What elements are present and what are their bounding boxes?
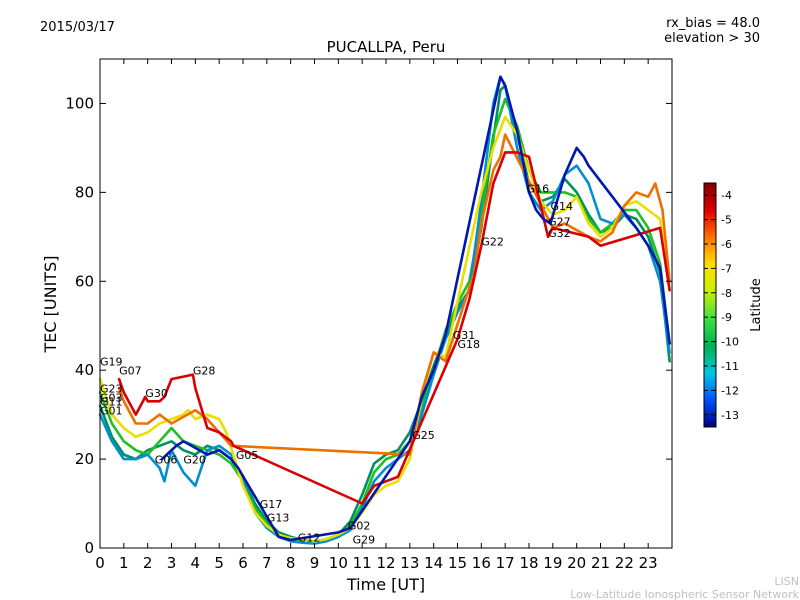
satellite-label: G19 [100,356,123,369]
series-line-4 [117,133,671,456]
series-line-0 [98,84,671,543]
colorbar-tick-label: -12 [721,384,739,397]
x-tick-label: 15 [448,554,467,572]
series-group [98,75,671,545]
x-tick-label: 16 [472,554,491,572]
y-axis: 0 20 40 60 80 100 [65,94,672,557]
satellite-label: G12 [298,531,321,544]
credit-full: Low-Latitude Ionospheric Sensor Network [570,588,799,600]
x-axis-label: Time [UT] [346,575,425,594]
colorbar-tick-label: -11 [721,360,739,373]
colorbar-tick-label: -6 [721,238,732,251]
satellite-label: G25 [412,429,435,442]
series-line-2 [98,75,671,545]
colorbar-tick-label: -8 [721,287,732,300]
satellite-label: G13 [267,511,290,524]
colorbar-tick-label: -10 [721,336,739,349]
bias-label: rx_bias = 48.0 [666,16,760,31]
colorbar-tick-label: -5 [721,214,732,227]
x-tick-label: 8 [286,554,296,572]
series-line-6 [160,75,671,542]
y-tick-label: 80 [75,183,94,201]
satellite-label: G30 [145,387,168,400]
y-axis-label: TEC [UNITS] [41,256,60,354]
x-tick-label: 9 [310,554,320,572]
series-line-5 [117,151,671,505]
satellite-label: G32 [548,227,571,240]
satellite-label: G23 [100,382,123,395]
x-tick-label: 21 [591,554,610,572]
satellite-label: G31 [453,329,476,342]
satellite-label: G06 [155,454,178,467]
satellite-label: G11 [100,396,123,409]
x-tick-label: 22 [615,554,634,572]
y-tick-label: 40 [75,361,94,379]
x-tick-label: 7 [262,554,272,572]
x-tick-label: 17 [496,554,515,572]
x-tick-label: 23 [639,554,658,572]
colorbar: -4 -5 -6 -7 -8 -9 -10 -11 -12 -13 [703,182,739,428]
satellite-label: G17 [260,498,283,511]
y-tick-label: 100 [65,94,94,112]
x-tick-label: 20 [567,554,586,572]
date-label: 2015/03/17 [40,20,115,35]
x-tick-label: 14 [424,554,443,572]
satellite-label: G22 [481,236,504,249]
satellite-label: G14 [551,200,574,213]
colorbar-tick-label: -7 [721,262,732,275]
satellite-label: G02 [348,519,371,532]
elevation-label: elevation > 30 [664,31,760,46]
x-tick-label: 10 [329,554,348,572]
y-tick-label: 0 [84,539,94,557]
colorbar-label: Latitude [749,278,764,332]
satellite-label: G03 [100,391,123,404]
x-tick-label: 1 [119,554,129,572]
x-tick-label: 19 [543,554,562,572]
x-tick-label: 3 [167,554,177,572]
x-tick-label: 12 [376,554,395,572]
satellite-label: G28 [193,365,216,378]
satellite-label: G18 [458,338,481,351]
x-axis: 0 1 2 3 4 5 6 7 8 9 10 11 12 13 14 15 16 17 18 19 20 21 22 23 [95,59,658,572]
x-tick-label: 13 [400,554,419,572]
colorbar-tick-label: -9 [721,311,732,324]
satellite-label: G01 [100,405,123,418]
satellite-label: G29 [353,534,376,547]
colorbar-tick-label: -4 [721,189,732,202]
satellite-label: G16 [527,182,550,195]
credit-short: LISN [774,575,799,588]
x-tick-label: 18 [519,554,538,572]
x-tick-label: 11 [353,554,372,572]
satellite-label: G20 [183,454,206,467]
satellite-label: G27 [548,216,571,229]
x-tick-label: 4 [191,554,201,572]
chart-title: PUCALLPA, Peru [327,38,446,56]
satellite-label: G05 [236,449,259,462]
x-tick-label: 0 [95,554,105,572]
x-tick-label: 6 [238,554,248,572]
satellite-label: G07 [119,365,142,378]
x-tick-label: 2 [143,554,153,572]
x-tick-label: 5 [214,554,224,572]
y-tick-label: 60 [75,272,94,290]
colorbar-tick-label: -13 [721,409,739,422]
y-tick-label: 20 [75,450,94,468]
